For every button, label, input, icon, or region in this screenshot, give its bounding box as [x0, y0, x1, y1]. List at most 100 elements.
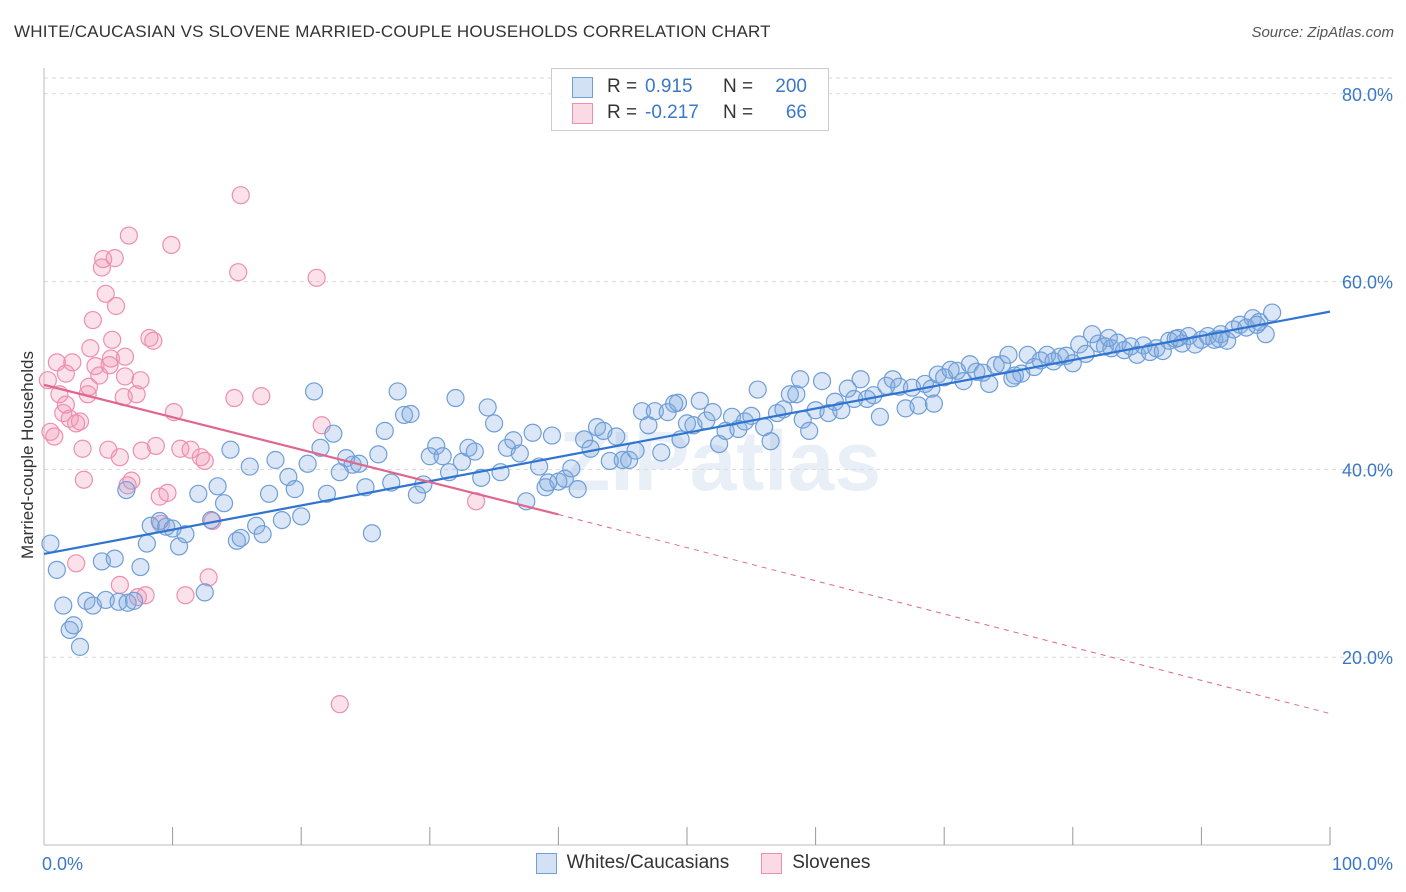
white-point: [941, 360, 960, 379]
white-point: [266, 450, 285, 470]
white-point: [253, 525, 272, 544]
white-point: [607, 427, 626, 446]
trend-lines: [43, 310, 1331, 715]
white-point: [539, 473, 558, 492]
slovene-point: [115, 367, 135, 386]
slovene-point: [38, 371, 57, 390]
legend-label-whites: Whites/Caucasians: [566, 852, 730, 873]
white-point: [542, 426, 562, 445]
white-point: [999, 345, 1018, 364]
white-point: [124, 591, 144, 610]
legend-swatch-slovenes: [572, 102, 593, 124]
white-point: [703, 403, 722, 422]
slovene-point: [330, 695, 349, 714]
white-point: [433, 447, 452, 466]
white-point: [105, 549, 124, 568]
white-point: [967, 362, 986, 381]
white-point: [420, 447, 439, 466]
legend-n-label: N =: [723, 102, 754, 123]
white-point: [485, 414, 504, 433]
legend-row-slovenes: R = -0.217 N = 66: [572, 101, 807, 125]
y-tick-labels: 20.0% 40.0% 60.0% 80.0%: [1342, 85, 1393, 668]
slovene-point: [195, 451, 214, 471]
white-point: [668, 393, 688, 412]
white-point: [613, 450, 632, 470]
white-point: [652, 443, 671, 462]
x-tick-label-min: 0.0%: [42, 854, 83, 874]
slovene-point: [199, 568, 218, 587]
white-point: [761, 432, 780, 451]
white-point: [117, 480, 136, 500]
watermark: ZIPatlas: [559, 414, 881, 508]
whites-points: [41, 303, 1282, 656]
legend-r-label: R =: [607, 76, 638, 97]
slovene-point: [45, 427, 64, 446]
white-point: [221, 440, 240, 459]
slovene-point: [67, 554, 86, 573]
white-point: [748, 380, 767, 399]
slovenes-trend-extension: [558, 513, 1331, 715]
slovene-point: [101, 349, 120, 368]
legend-item-whites: Whites/Caucasians: [535, 852, 730, 874]
slovene-point: [229, 263, 248, 282]
slovene-point: [146, 436, 165, 456]
white-point: [851, 370, 870, 389]
white-point: [478, 398, 497, 417]
white-point: [369, 445, 388, 464]
white-point: [812, 372, 832, 391]
slovene-point: [132, 441, 151, 460]
white-point: [407, 485, 427, 504]
white-point: [1210, 329, 1229, 348]
white-point: [324, 424, 343, 443]
slovene-point: [252, 387, 271, 406]
white-point: [208, 477, 227, 496]
white-point: [388, 382, 407, 401]
white-point: [870, 407, 890, 426]
y-tick-label: 40.0%: [1342, 460, 1393, 480]
y-tick-label: 20.0%: [1342, 648, 1393, 668]
white-point: [259, 484, 279, 503]
legend-swatch-whites: [572, 76, 593, 98]
slovene-point: [144, 331, 163, 350]
source-label: Source: ZipAtlas.com: [1251, 24, 1394, 41]
white-point: [298, 454, 317, 473]
series-legend: Whites/Caucasians Slovenes: [0, 852, 1406, 874]
slovene-point: [105, 249, 124, 268]
legend-item-slovenes: Slovenes: [761, 852, 870, 874]
white-point: [176, 525, 195, 544]
legend-n-label: N =: [723, 76, 754, 97]
white-point: [465, 442, 484, 461]
slovene-point: [56, 364, 75, 383]
white-point: [690, 391, 709, 410]
slovene-point: [162, 235, 181, 255]
slovene-point: [86, 356, 105, 376]
slovenes-points: [38, 186, 486, 714]
white-point: [575, 430, 594, 449]
slovene-point: [122, 471, 141, 490]
slovene-point: [231, 186, 250, 205]
white-point: [909, 396, 928, 415]
grid-lines: [44, 77, 1395, 658]
slovene-point: [103, 330, 122, 349]
slovene-point: [106, 296, 126, 316]
slovene-point: [110, 448, 129, 467]
white-point: [960, 355, 980, 374]
white-point: [427, 436, 446, 456]
x-tick-label-max: 100.0%: [1332, 854, 1393, 874]
white-point: [202, 510, 221, 530]
slovene-point: [119, 226, 138, 245]
y-tick-label: 60.0%: [1342, 273, 1393, 293]
legend-r-value: 0.915: [645, 76, 693, 97]
slovene-point: [96, 284, 115, 303]
white-point: [304, 382, 324, 401]
slovene-point: [70, 412, 90, 431]
white-point: [394, 405, 414, 425]
slovene-point: [181, 440, 200, 459]
white-point: [780, 385, 799, 404]
white-point: [317, 484, 337, 503]
stats-legend: R = 0.915 N = 200 R = -0.217 N = 66: [551, 68, 829, 131]
white-point: [195, 583, 214, 602]
white-point: [832, 401, 851, 420]
white-point: [446, 388, 465, 408]
slovene-point: [225, 388, 244, 408]
